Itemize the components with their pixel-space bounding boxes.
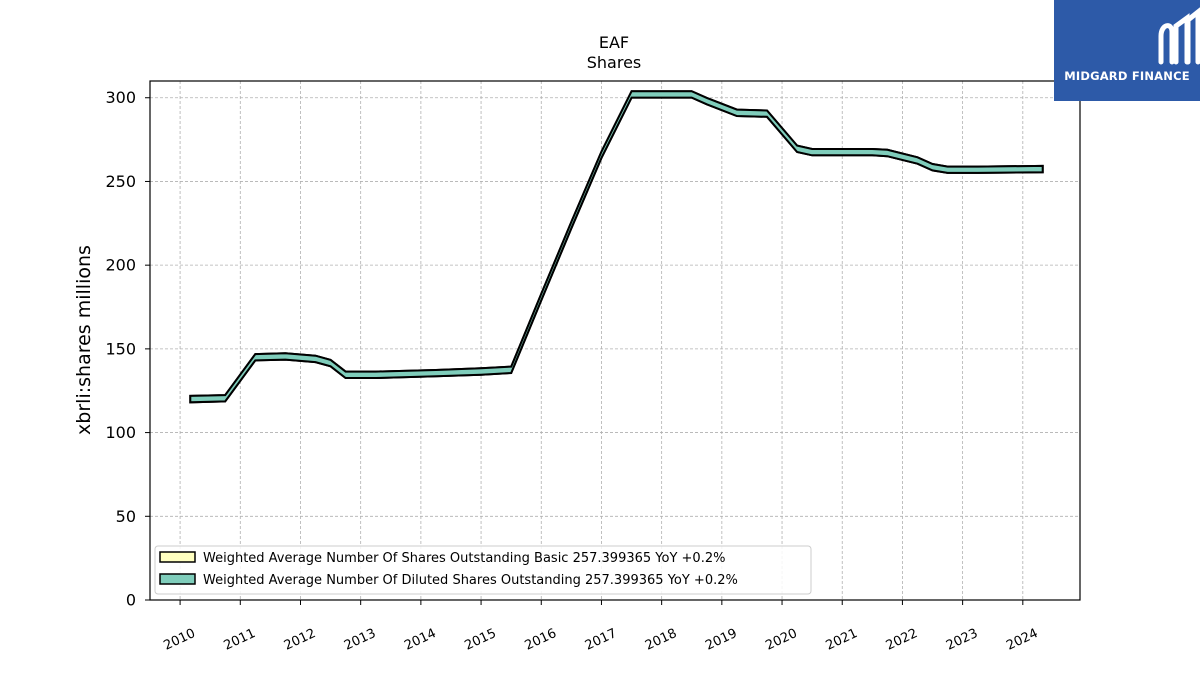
y-axis-label: xbrli:shares millions <box>73 245 95 435</box>
brand-name: MIDGARD FINANCE <box>1064 69 1190 83</box>
x-tick-label: 2010 <box>161 626 197 654</box>
brand-logo: MIDGARD FINANCE <box>1054 0 1200 101</box>
y-tick-label: 0 <box>126 591 136 610</box>
x-tick-label: 2013 <box>342 626 378 654</box>
x-tick-label: 2018 <box>643 626 679 654</box>
x-tick-label: 2011 <box>222 626 258 654</box>
x-tick-label: 2016 <box>523 626 559 654</box>
legend-box <box>154 545 812 595</box>
plot-frame <box>149 80 1081 601</box>
x-tick-label: 2017 <box>583 626 619 654</box>
series-band-diluted <box>189 90 1044 404</box>
x-tick-label: 2019 <box>703 626 739 654</box>
y-tick-label: 50 <box>116 507 136 526</box>
y-tick-label: 100 <box>105 423 136 442</box>
legend: Weighted Average Number Of Shares Outsta… <box>154 545 812 595</box>
y-tick-label: 200 <box>105 256 136 275</box>
x-tick-label: 2021 <box>824 626 860 654</box>
chart-title: EAF <box>599 33 629 52</box>
chart-series-layer <box>189 90 1044 404</box>
x-tick-label: 2024 <box>1004 626 1040 654</box>
chart-subtitle: Shares <box>587 53 642 72</box>
x-tick-label: 2023 <box>944 626 980 654</box>
x-tick-label: 2012 <box>282 626 318 654</box>
y-tick-label: 250 <box>105 172 136 191</box>
chart-grid <box>150 81 1080 601</box>
midgard-logo-icon <box>1158 7 1200 65</box>
y-axis-ticks: 0 50 100 150 200 250 300 <box>105 88 150 610</box>
legend-swatch-diluted <box>159 573 196 585</box>
x-axis-ticks: 2010 2011 2012 2013 2014 2015 2016 2017 2018 2019… <box>161 600 1041 654</box>
y-tick-label: 150 <box>105 339 136 358</box>
x-tick-label: 2022 <box>884 626 920 654</box>
legend-label-basic: Weighted Average Number Of Shares Outsta… <box>203 551 725 566</box>
x-tick-label: 2020 <box>763 626 799 654</box>
legend-swatch-basic <box>159 551 196 563</box>
y-tick-label: 300 <box>105 88 136 107</box>
x-tick-label: 2015 <box>462 626 498 654</box>
legend-label-diluted: Weighted Average Number Of Diluted Share… <box>203 573 738 588</box>
x-tick-label: 2014 <box>402 626 438 654</box>
